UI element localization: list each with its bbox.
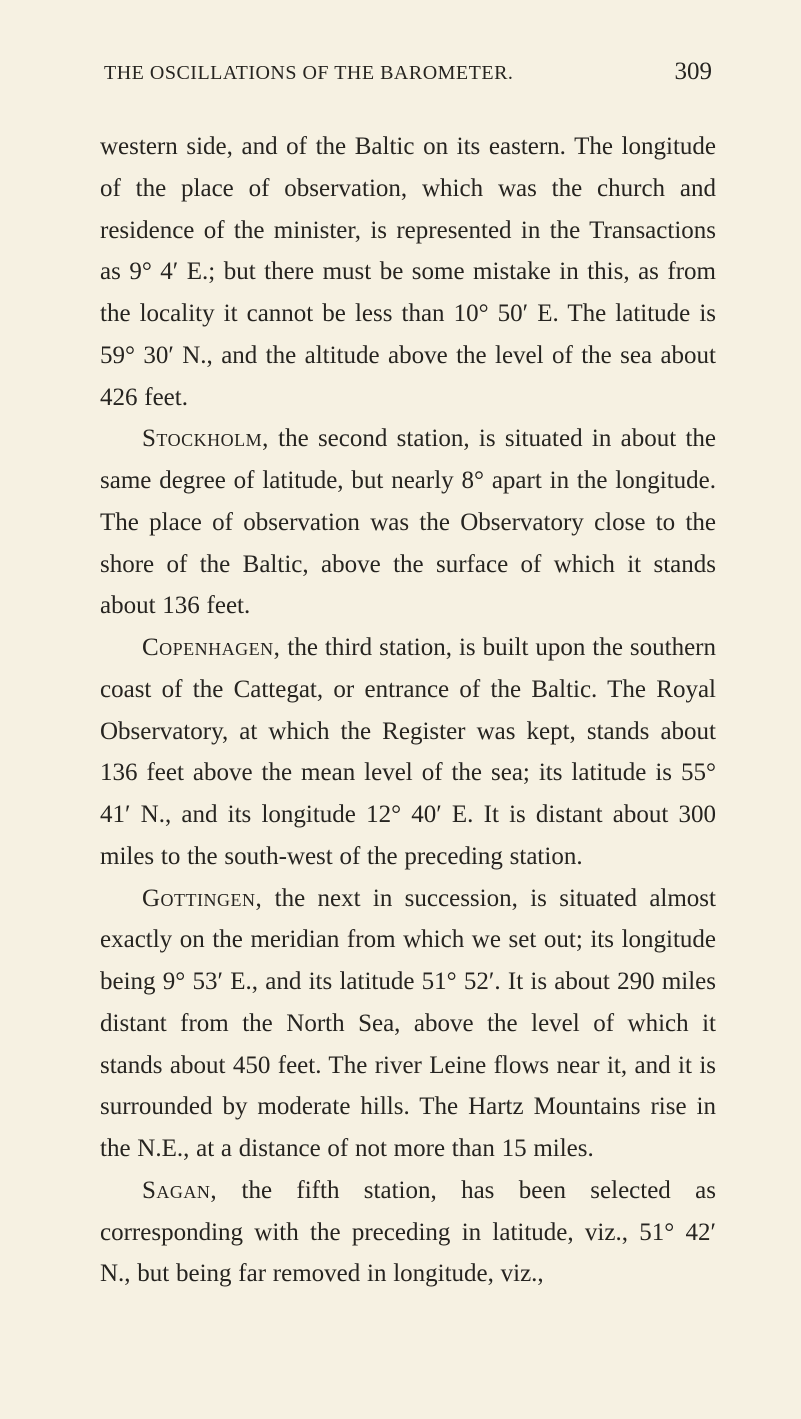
paragraph-text: western side, and of the Baltic on its e… [100, 133, 716, 411]
smallcaps-lead: Stockholm, [142, 425, 269, 452]
body-text: western side, and of the Baltic on its e… [100, 126, 716, 1295]
paragraph: Sagan, the fifth station, has been selec… [100, 1170, 716, 1295]
paragraph: Gottingen, the next in succession, is si… [100, 878, 716, 1170]
paragraph-text: the next in succession, is situated almo… [100, 885, 716, 1163]
paragraph-text: the second station, is situated in about… [100, 425, 716, 619]
page-number: 309 [675, 58, 713, 86]
book-page: THE OSCILLATIONS OF THE BAROMETER. 309 w… [0, 0, 801, 1419]
paragraph: Stockholm, the second station, is situat… [100, 418, 716, 627]
page-header: THE OSCILLATIONS OF THE BAROMETER. 309 [100, 58, 716, 86]
paragraph: Copenhagen, the third station, is built … [100, 627, 716, 878]
smallcaps-lead: Gottingen, [142, 885, 262, 912]
smallcaps-lead: Copenhagen, [142, 634, 280, 661]
paragraph-text: the third station, is built upon the sou… [100, 634, 716, 870]
paragraph: western side, and of the Baltic on its e… [100, 126, 716, 418]
smallcaps-lead: Sagan, [142, 1177, 217, 1204]
running-head: THE OSCILLATIONS OF THE BAROMETER. [104, 62, 513, 85]
